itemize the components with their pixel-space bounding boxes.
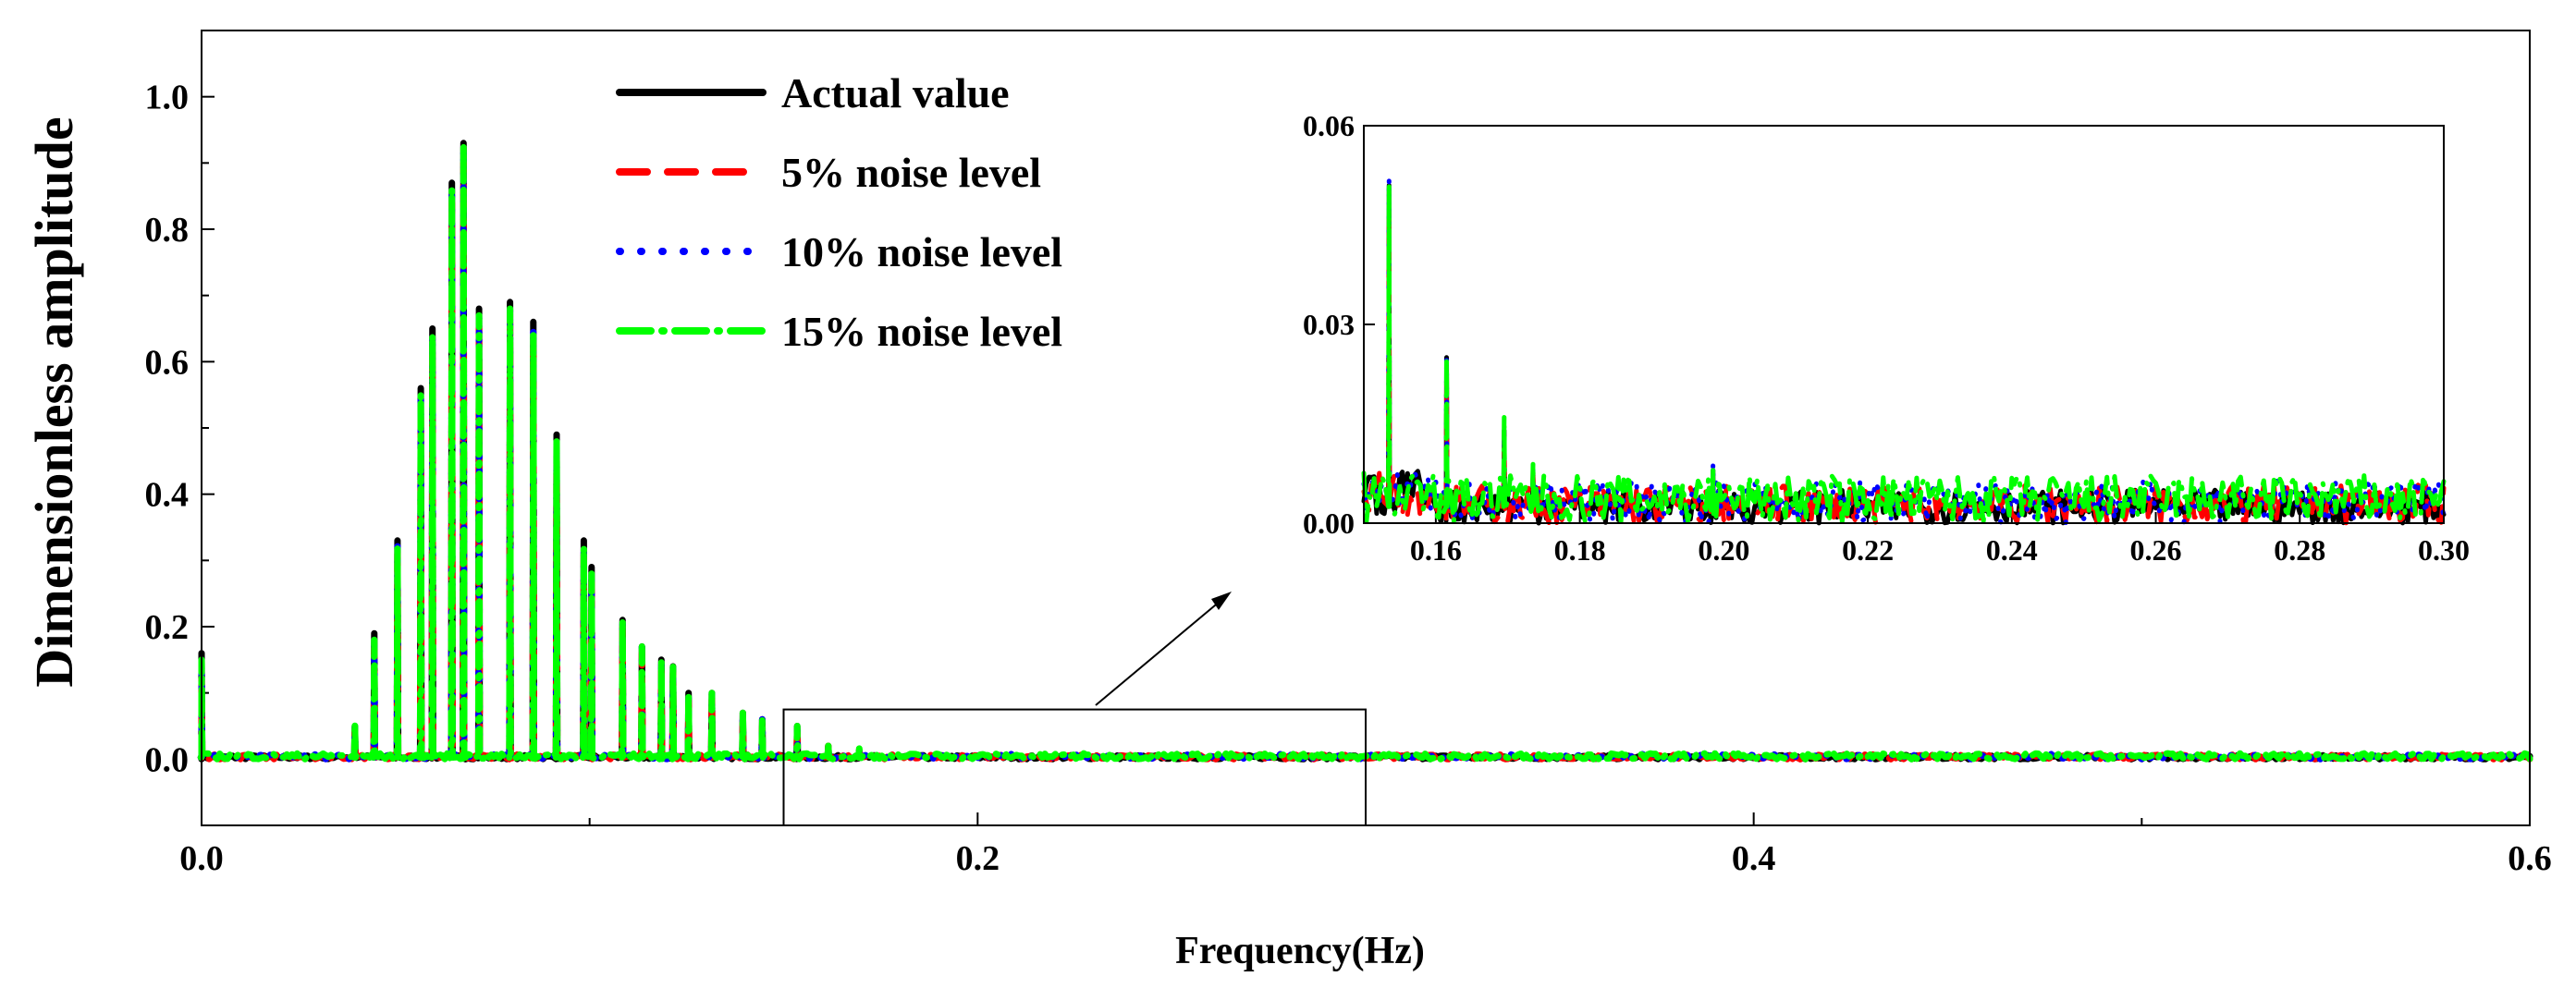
inset-x-tick-label: 0.18 xyxy=(1554,533,1606,567)
zoom-arrow xyxy=(1095,592,1232,706)
y-tick-label: 0.2 xyxy=(145,608,190,647)
inset-background xyxy=(1364,126,2444,523)
y-tick-label: 1.0 xyxy=(145,79,190,117)
y-axis-title: Dimensionless amplitude xyxy=(24,116,84,687)
inset-x-tick-label: 0.26 xyxy=(2130,533,2182,567)
series-line-inset-2 xyxy=(1361,176,2447,526)
legend-label-1: 5% noise level xyxy=(781,149,1041,196)
inset-x-tick-label: 0.22 xyxy=(1842,533,1894,567)
inset-x-tick-label: 0.28 xyxy=(2274,533,2325,567)
inset-plot-series xyxy=(1361,176,2447,526)
inset-y-tick-label: 0.00 xyxy=(1303,507,1355,540)
zoom-arrow-head xyxy=(1211,592,1232,610)
inset-y-tick-label: 0.03 xyxy=(1303,308,1355,341)
x-tick-label: 0.4 xyxy=(1732,839,1776,878)
zoom-arrow-line xyxy=(1095,600,1221,706)
inset-x-tick-label: 0.30 xyxy=(2418,533,2470,567)
inset-plot-frame xyxy=(1363,125,2445,524)
y-tick-label: 0.8 xyxy=(145,211,190,250)
series-line-inset-3 xyxy=(1361,183,2447,525)
x-tick-label: 0.6 xyxy=(2508,839,2552,878)
x-tick-label: 0.0 xyxy=(179,839,224,878)
inset-tick-labels: 0.16 0.18 0.20 0.22 0.24 0.26 0.28 0.30 0.00 0.03… xyxy=(1303,109,2470,567)
inset-x-tick-label: 0.16 xyxy=(1410,533,1462,567)
zoom-region-box xyxy=(782,708,1367,826)
main-plot-series xyxy=(197,140,2533,763)
y-tick-label: 0.4 xyxy=(145,476,190,515)
legend: Actual value 5% noise level 10% noise leve… xyxy=(616,69,1062,355)
legend-label-2: 10% noise level xyxy=(781,228,1062,275)
legend-label-0: Actual value xyxy=(781,69,1010,116)
y-tick-label: 0.0 xyxy=(145,740,190,779)
series-line-main-3 xyxy=(197,140,2533,763)
inset-y-tick-label: 0.06 xyxy=(1303,109,1355,142)
legend-label-3: 15% noise level xyxy=(781,308,1062,355)
x-axis-title: Frequency(Hz) xyxy=(1175,930,1425,972)
x-tick-label: 0.2 xyxy=(956,839,1000,878)
inset-x-tick-label: 0.20 xyxy=(1698,533,1749,567)
main-tick-labels: 0.0 0.2 0.4 0.6 0.0 0.2 0.4 0.6 0.8 1.0 xyxy=(145,79,2552,878)
y-tick-label: 0.6 xyxy=(145,343,190,382)
inset-x-tick-label: 0.24 xyxy=(1986,533,2038,567)
